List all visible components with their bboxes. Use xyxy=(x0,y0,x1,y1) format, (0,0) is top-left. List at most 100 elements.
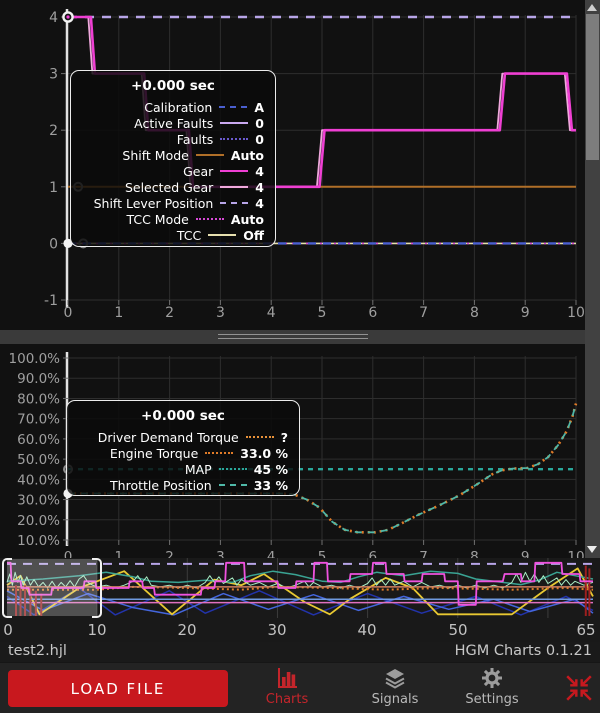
svg-text:30.0%: 30.0% xyxy=(17,493,60,509)
navigator-selection-window[interactable] xyxy=(7,559,97,616)
svg-text:1: 1 xyxy=(114,305,123,321)
svg-text:10.0%: 10.0% xyxy=(17,533,60,549)
svg-text:3: 3 xyxy=(216,549,225,558)
svg-text:20.0%: 20.0% xyxy=(17,513,60,529)
svg-text:90.0%: 90.0% xyxy=(17,371,60,387)
navigator[interactable]: 0 10 20 30 40 50 65 xyxy=(0,558,600,642)
tooltip-time: +0.000 sec xyxy=(141,408,225,424)
svg-text:50.0%: 50.0% xyxy=(17,452,60,468)
scroll-up-arrow-icon[interactable] xyxy=(587,4,597,11)
tooltip-row: Selected Gear 4 xyxy=(124,179,264,195)
collapse-view-button[interactable] xyxy=(564,673,594,703)
svg-text:9: 9 xyxy=(521,549,530,558)
tab-label: Charts xyxy=(265,692,309,707)
tab-signals[interactable]: Signals xyxy=(353,666,437,707)
svg-text:40.0%: 40.0% xyxy=(17,472,60,488)
svg-text:10: 10 xyxy=(567,305,585,321)
tooltip-row: TCC Mode Auto xyxy=(126,211,264,227)
collapse-arrows-icon xyxy=(566,675,592,701)
series-swatch xyxy=(219,106,248,108)
svg-text:4: 4 xyxy=(267,549,276,558)
series-swatch xyxy=(220,138,249,140)
tooltip-row: TCC Off xyxy=(176,227,264,243)
tab-settings[interactable]: Settings xyxy=(450,666,534,707)
svg-text:2: 2 xyxy=(165,549,174,558)
svg-text:4: 4 xyxy=(267,305,276,321)
tooltip-row: Calibration A xyxy=(144,99,264,115)
tooltip-row: Shift Mode Auto xyxy=(122,147,264,163)
series-swatch xyxy=(195,218,224,220)
bottom-chart-tooltip: +0.000 sec Driver Demand Torque ? Engine… xyxy=(66,400,300,496)
svg-text:6: 6 xyxy=(369,549,378,558)
svg-text:3: 3 xyxy=(49,67,58,83)
tooltip-row: Throttle Position 33 % xyxy=(110,477,288,493)
svg-text:30: 30 xyxy=(267,621,286,639)
svg-text:10: 10 xyxy=(87,621,106,639)
layers-icon xyxy=(353,666,437,692)
svg-text:2: 2 xyxy=(49,123,58,139)
navigator-chart[interactable]: 0 10 20 30 40 50 65 xyxy=(0,558,600,642)
load-file-button[interactable]: LOAD FILE xyxy=(8,670,228,707)
tooltip-row: Gear 4 xyxy=(183,163,264,179)
series-swatch xyxy=(220,186,249,188)
bar-chart-icon xyxy=(245,666,329,692)
series-swatch xyxy=(195,154,224,156)
svg-text:60.0%: 60.0% xyxy=(17,432,60,448)
svg-text:3: 3 xyxy=(216,305,225,321)
svg-text:0: 0 xyxy=(3,621,13,639)
navigator-right-handle[interactable] xyxy=(92,558,102,618)
svg-text:0: 0 xyxy=(49,236,58,252)
navigator-left-handle[interactable] xyxy=(2,558,12,618)
svg-text:5: 5 xyxy=(318,549,327,558)
scrollbar-thumb[interactable] xyxy=(586,14,599,160)
svg-text:7: 7 xyxy=(419,549,428,558)
svg-text:65: 65 xyxy=(576,621,595,639)
tooltip-row: Engine Torque 33.0 % xyxy=(109,445,288,461)
bottom-toolbar: LOAD FILE Charts Signals xyxy=(0,662,600,713)
svg-text:0: 0 xyxy=(64,549,73,558)
svg-text:20: 20 xyxy=(177,621,196,639)
tooltip-row: Driver Demand Torque ? xyxy=(97,429,288,445)
gear-icon xyxy=(450,666,534,692)
svg-text:6: 6 xyxy=(368,305,377,321)
series-swatch xyxy=(220,202,249,204)
app-version: HGM Charts 0.1.21 xyxy=(454,643,592,659)
svg-text:8: 8 xyxy=(470,305,479,321)
charts-viewport: 0 1 2 3 4 5 6 7 8 9 10 4 3 2 1 0 -1 0 1 2 3 4 5 6 7 8 9 10 100.0% 90… xyxy=(0,0,600,558)
tooltip-time: +0.000 sec xyxy=(131,78,215,94)
svg-text:50: 50 xyxy=(448,621,467,639)
tab-charts[interactable]: Charts xyxy=(245,666,329,707)
tooltip-row: MAP 45 % xyxy=(184,461,288,477)
svg-text:10: 10 xyxy=(567,549,584,558)
svg-text:2: 2 xyxy=(165,305,174,321)
status-bar: test2.hjl HGM Charts 0.1.21 xyxy=(0,642,600,662)
chart-splitter[interactable] xyxy=(0,330,585,344)
svg-text:9: 9 xyxy=(521,305,530,321)
svg-text:100.0%: 100.0% xyxy=(9,351,61,367)
series-swatch xyxy=(220,122,249,124)
splitter-grip-icon xyxy=(218,338,368,339)
series-swatch xyxy=(218,468,247,470)
svg-text:7: 7 xyxy=(419,305,428,321)
series-swatch xyxy=(245,436,274,438)
svg-text:0: 0 xyxy=(64,305,73,321)
svg-text:8: 8 xyxy=(470,549,479,558)
tab-label: Signals xyxy=(371,692,419,707)
series-swatch xyxy=(208,234,237,236)
series-swatch xyxy=(220,170,249,172)
scroll-down-arrow-icon[interactable] xyxy=(587,546,597,553)
series-swatch xyxy=(205,452,234,454)
tab-label: Settings xyxy=(465,692,519,707)
tooltip-row: Shift Lever Position 4 xyxy=(93,195,264,211)
svg-text:4: 4 xyxy=(49,10,58,26)
series-swatch xyxy=(218,484,247,486)
svg-text:40: 40 xyxy=(357,621,376,639)
top-chart-tooltip: +0.000 sec Calibration A Active Faults 0… xyxy=(70,70,276,247)
svg-text:70.0%: 70.0% xyxy=(17,412,60,428)
svg-text:1: 1 xyxy=(115,549,124,558)
svg-text:5: 5 xyxy=(318,305,327,321)
svg-text:80.0%: 80.0% xyxy=(17,391,60,407)
tooltip-row: Active Faults 0 xyxy=(134,115,264,131)
charts-scrollbar[interactable] xyxy=(585,0,600,558)
